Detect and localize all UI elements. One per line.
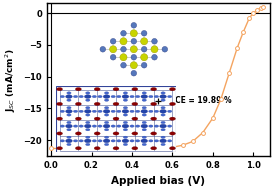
Text: PCE = 19.89 %: PCE = 19.89 % <box>164 96 232 105</box>
X-axis label: Applied bias (V): Applied bias (V) <box>111 176 205 186</box>
Y-axis label: J$_{SC}$ (mA/cm$^{2}$): J$_{SC}$ (mA/cm$^{2}$) <box>4 48 18 112</box>
